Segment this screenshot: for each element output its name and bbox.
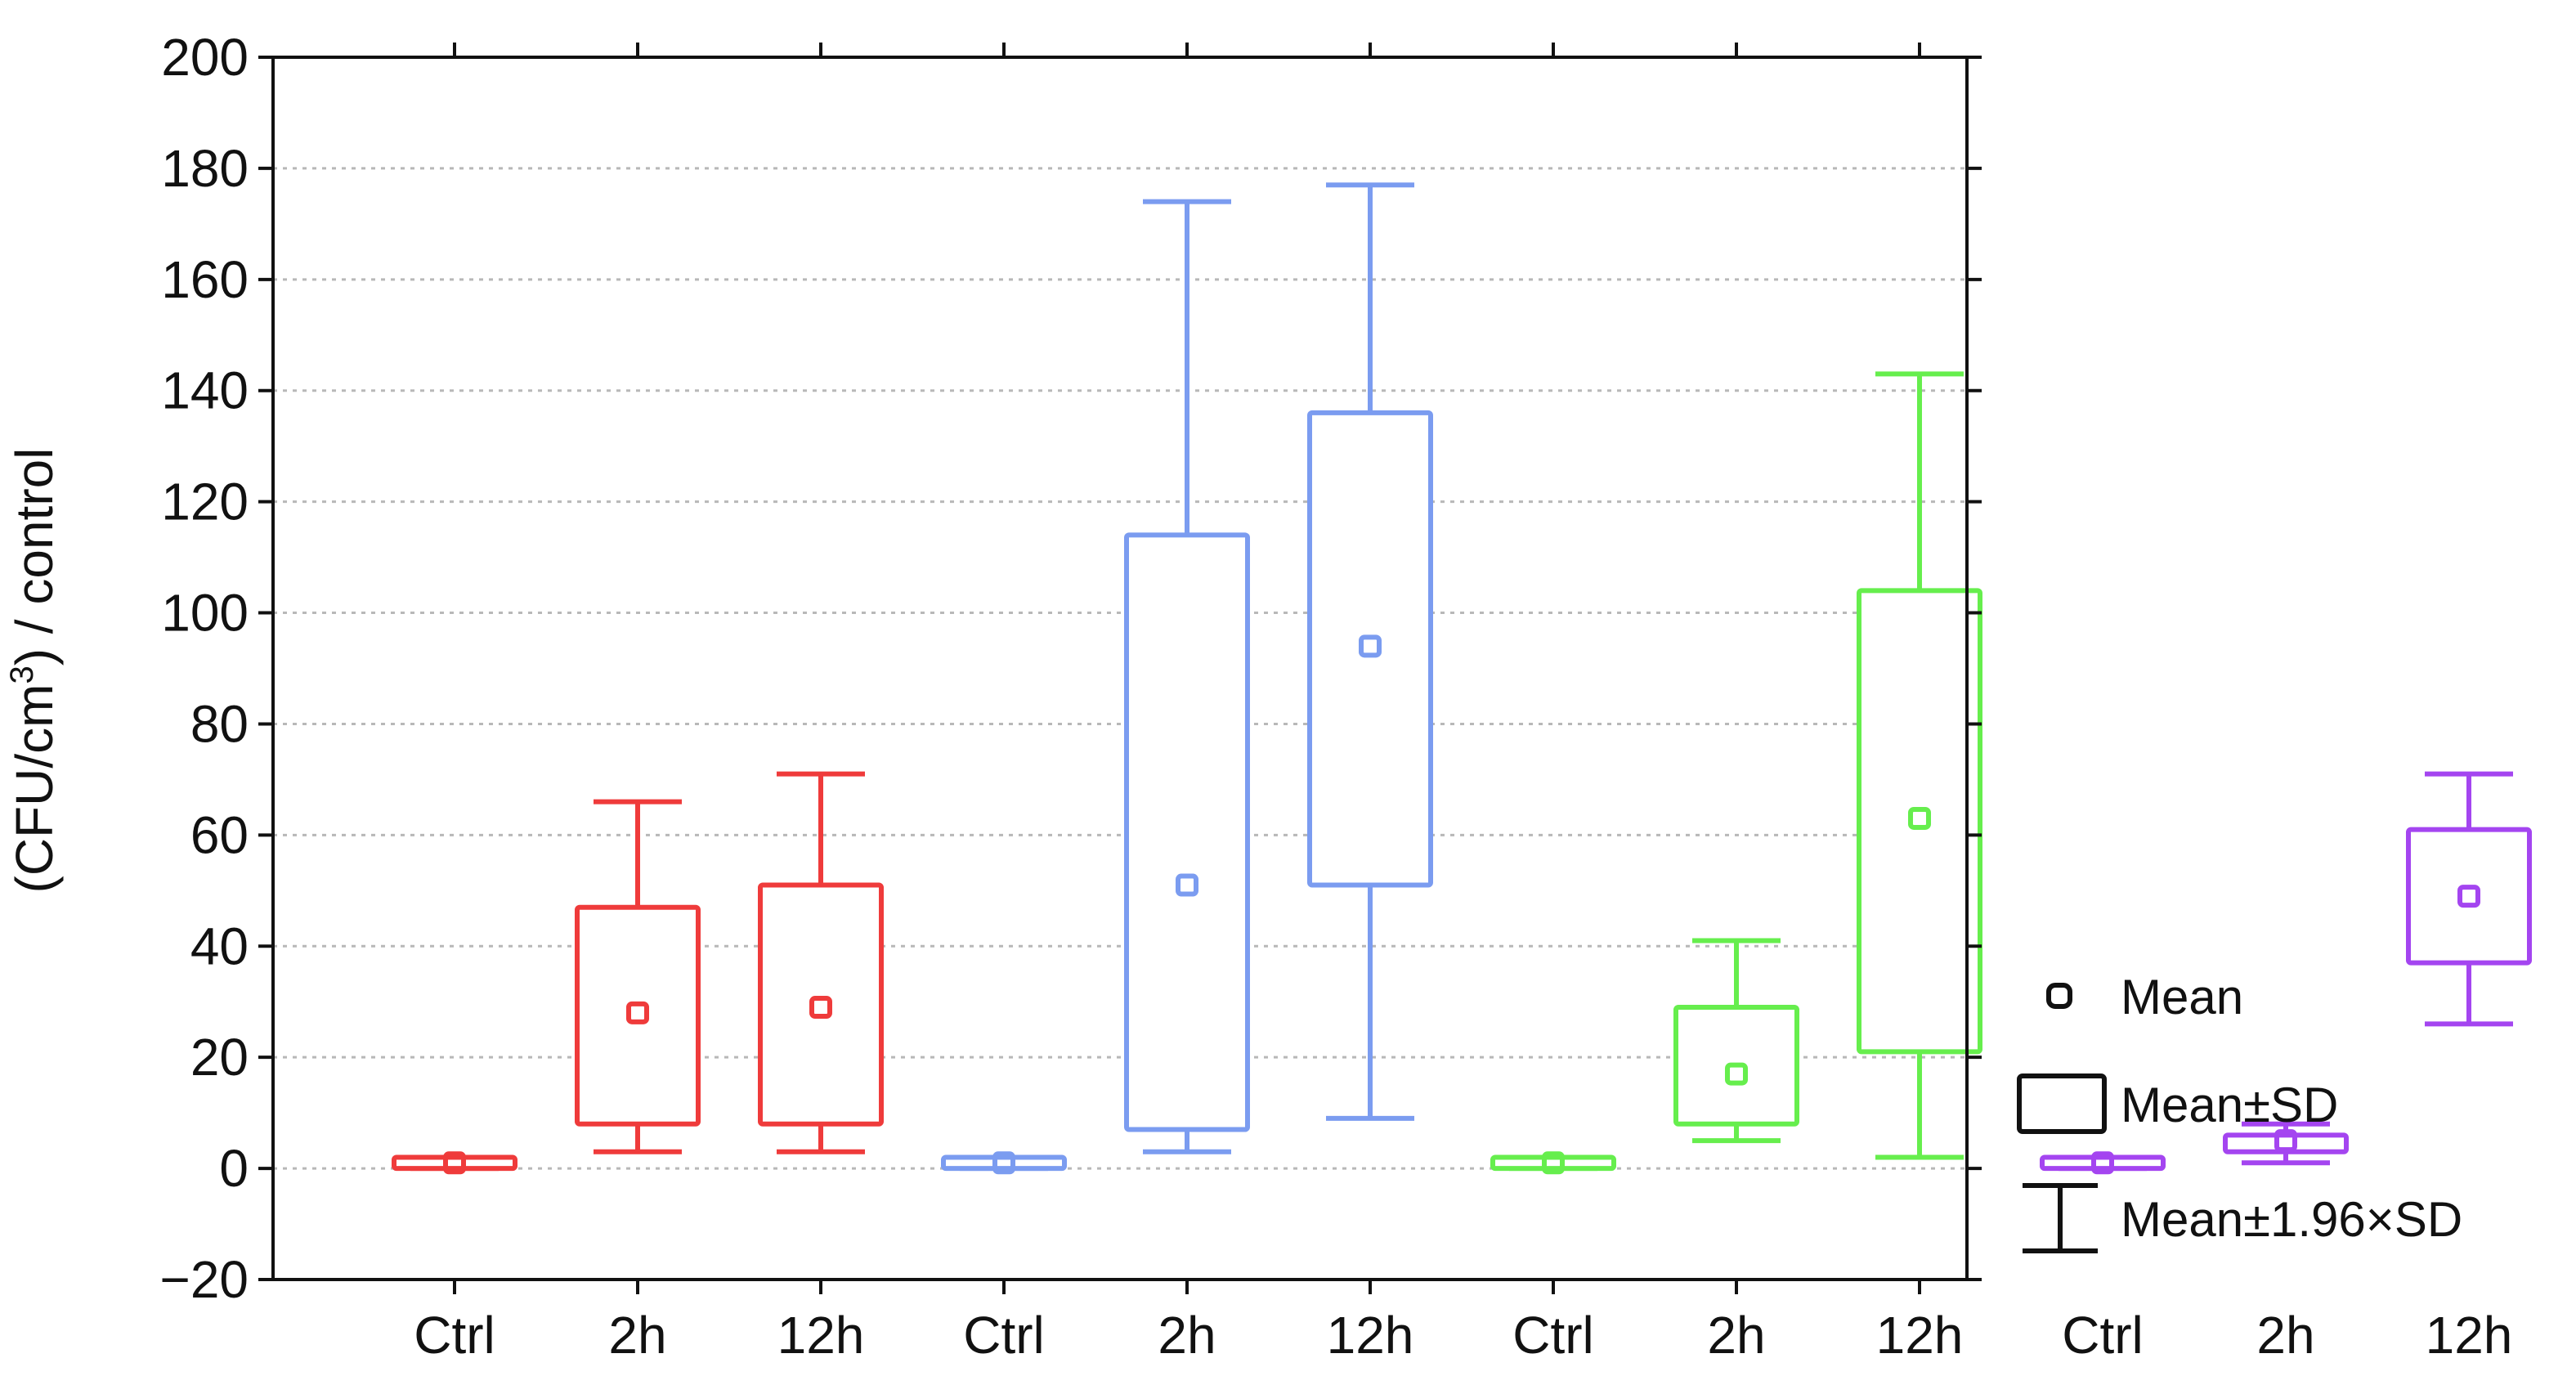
y-axis-label-tail: ) / control (5, 448, 64, 666)
y-tick-label: 160 (161, 250, 249, 309)
mean-marker (1725, 1062, 1748, 1086)
box-12h-group-1 (758, 771, 884, 1154)
x-tick-label: 2h (608, 1306, 666, 1365)
y-axis: −20 0 20 40 60 80 100 120 140 160 180 200 (159, 28, 1982, 1309)
box-ctrl-group-3 (1490, 1151, 1616, 1175)
box-12h-group-3 (1857, 371, 1982, 1160)
legend-item-sd-box: Mean±SD (2017, 1073, 2338, 1134)
sd-box (575, 904, 701, 1127)
x-axis: Ctrl 2h 12h Ctrl 2h 12h Ctrl 2h 12h Ctrl 2h 12h (414, 43, 2512, 1365)
mean-marker (2274, 1129, 2297, 1153)
x-tick-label: Ctrl (1512, 1306, 1594, 1365)
mean-marker (626, 1001, 649, 1024)
y-tick-label: −20 (159, 1250, 249, 1309)
sd-box (392, 1154, 517, 1172)
y-axis-label-main: (CFU/cm (5, 684, 64, 894)
sd-box (1857, 588, 1982, 1055)
y-tick-label: 200 (161, 28, 249, 87)
mean-marker (2091, 1151, 2114, 1175)
y-tick-label: 140 (161, 361, 249, 420)
box-ctrl-group-4 (2040, 1151, 2166, 1175)
x-tick-label: 12h (1876, 1306, 1964, 1365)
mean-marker (809, 996, 832, 1020)
box-2h-group-3 (1673, 938, 1799, 1144)
gridlines (273, 167, 1967, 1170)
box-ctrl-group-1 (392, 1151, 517, 1175)
y-tick-label: 180 (161, 139, 249, 198)
legend-mean-icon (2046, 983, 2072, 1009)
x-tick-label: 12h (1327, 1306, 1414, 1365)
y-tick-label: 120 (161, 473, 249, 531)
mean-marker (1542, 1151, 1565, 1175)
legend-label: Mean (2121, 970, 2243, 1024)
box-2h-group-2 (1124, 199, 1250, 1154)
y-tick-label: 100 (161, 584, 249, 643)
sd-box (941, 1154, 1067, 1172)
sd-box (2040, 1154, 2166, 1172)
mean-marker (1908, 806, 1931, 830)
y-tick-label: 20 (190, 1028, 249, 1087)
x-tick-label: Ctrl (2062, 1306, 2144, 1365)
x-tick-label: Ctrl (963, 1306, 1045, 1365)
box-12h-group-2 (1307, 182, 1433, 1121)
plot-frame (271, 56, 1969, 1281)
box-2h-group-4 (2223, 1121, 2349, 1166)
legend-sd-box-icon (2017, 1073, 2107, 1134)
legend-label: Mean±SD (2121, 1078, 2338, 1132)
legend: Mean Mean±SD Mean±1.96×SD (2017, 970, 2462, 1253)
sd-box (758, 882, 884, 1127)
x-tick-label: 12h (2426, 1306, 2513, 1365)
mean-marker (2457, 885, 2480, 908)
box-series (392, 182, 2532, 1175)
legend-label: Mean±1.96×SD (2121, 1192, 2462, 1247)
sd-box (1307, 410, 1433, 888)
box-2h-group-1 (575, 799, 701, 1154)
y-axis-label: (CFU/cm3) / control (4, 448, 64, 894)
box-ctrl-group-2 (941, 1151, 1067, 1175)
x-tick-label: 2h (1707, 1306, 1765, 1365)
sd-box (1490, 1154, 1616, 1172)
mean-marker (1176, 873, 1198, 897)
x-tick-label: 2h (1158, 1306, 1216, 1365)
x-tick-label: 12h (777, 1306, 865, 1365)
mean-marker (443, 1151, 466, 1175)
legend-item-whisker: Mean±1.96×SD (2023, 1183, 2462, 1253)
y-tick-label: 0 (219, 1139, 249, 1198)
y-tick-label: 40 (190, 917, 249, 975)
x-tick-label: Ctrl (414, 1306, 495, 1365)
y-tick-label: 80 (190, 694, 249, 753)
legend-item-mean-marker: Mean (2046, 970, 2243, 1024)
mean-marker (992, 1151, 1015, 1175)
mean-marker (1359, 634, 1382, 658)
y-axis-label-superscript: 3 (4, 666, 40, 684)
x-tick-label: 2h (2256, 1306, 2314, 1365)
y-tick-label: 60 (190, 805, 249, 864)
box-12h-group-4 (2406, 771, 2532, 1027)
sd-box (2406, 827, 2532, 966)
sd-box (1124, 532, 1250, 1132)
